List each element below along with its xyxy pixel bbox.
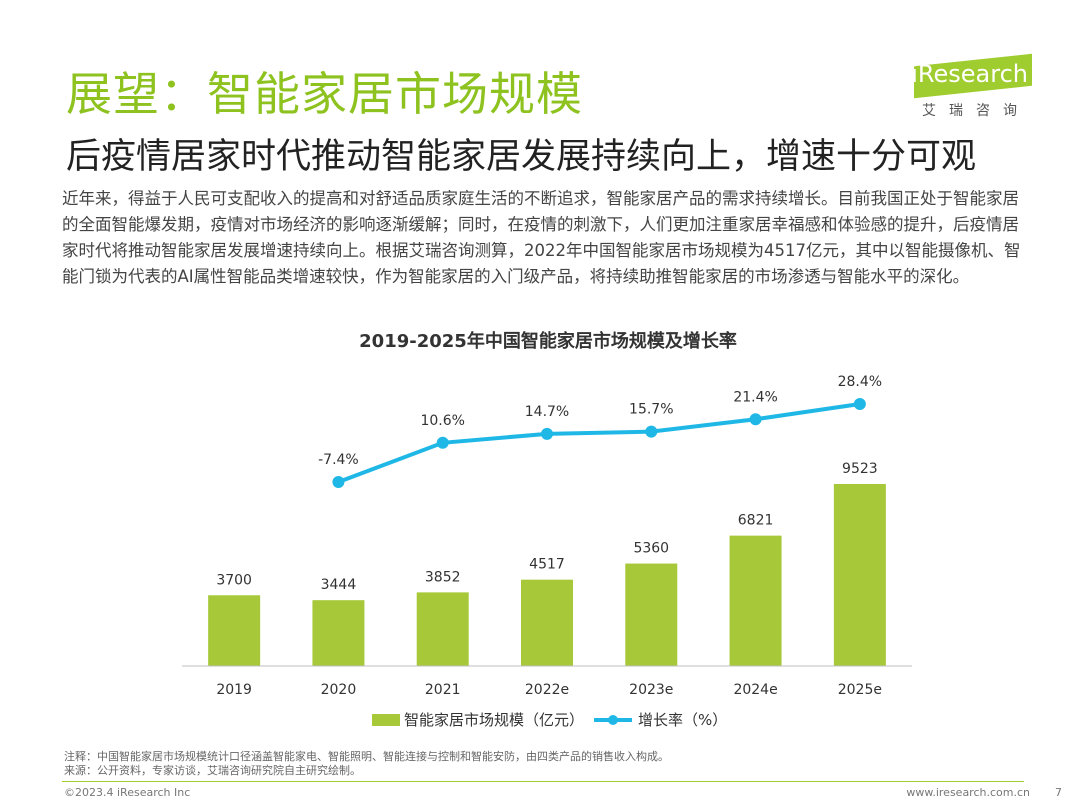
note-text: 注释：中国智能家居市场规模统计口径涵盖智能家电、智能照明、智能连接与控制和智能安… xyxy=(64,750,669,763)
x-tick-2020: 2020 xyxy=(321,682,357,698)
bar-label-2024e: 6821 xyxy=(738,513,774,529)
growth-label-2021: 10.6% xyxy=(420,413,464,429)
x-tick-2023e: 2023e xyxy=(629,682,673,698)
x-tick-2025e: 2025e xyxy=(838,682,882,698)
growth-point-2022e xyxy=(541,427,553,440)
growth-point-2021 xyxy=(436,436,449,449)
x-tick-2021: 2021 xyxy=(425,682,461,698)
source-text: 来源：公开资料，专家访谈，艾瑞咨询研究院自主研究绘制。 xyxy=(64,764,361,777)
footnote: 注释：中国智能家居市场规模统计口径涵盖智能家电、智能照明、智能连接与控制和智能安… xyxy=(64,750,669,778)
page-title: 展望：智能家居市场规模 xyxy=(66,67,583,121)
chart-legend: 智能家居市场规模（亿元） 增长率（%） xyxy=(372,711,727,729)
bar-2021 xyxy=(416,592,469,666)
legend-line-marker xyxy=(608,715,618,725)
legend-bar-label: 智能家居市场规模（亿元） xyxy=(404,711,584,729)
x-tick-2019: 2019 xyxy=(216,682,252,698)
bar-2019 xyxy=(208,595,261,666)
bar-label-2025e: 9523 xyxy=(842,461,878,477)
bar-2020 xyxy=(312,600,365,666)
bar-2025e xyxy=(833,484,886,666)
bar-label-2023e: 5360 xyxy=(633,541,669,557)
growth-label-2020: -7.4% xyxy=(318,452,359,468)
bar-2022e xyxy=(521,579,573,666)
bar-label-2020: 3444 xyxy=(321,577,357,593)
growth-label-2022e: 14.7% xyxy=(525,404,569,420)
legend-line-label: 增长率（%） xyxy=(638,711,727,729)
growth-point-2024e xyxy=(749,413,762,426)
copyright: ©2023.4 iResearch Inc xyxy=(64,786,191,799)
growth-point-2025e xyxy=(853,398,866,410)
bars-layer: 3700 3444 3852 4517 5360 6821 9523 xyxy=(208,461,886,666)
x-tick-labels: 2019 2020 2021 2022e 2023e 2024e 2025e xyxy=(216,682,882,698)
bar-2024e xyxy=(729,535,782,666)
intro-paragraph: 近年来，得益于人民可支配收入的提高和对舒适品质家庭生活的不断追求，智能家居产品的… xyxy=(62,189,1021,286)
chart-title: 2019-2025年中国智能家居市场规模及增长率 xyxy=(359,330,737,352)
growth-line xyxy=(337,402,861,484)
bar-label-2019: 3700 xyxy=(216,572,252,588)
growth-line-layer: -7.4% 10.6% 14.7% 15.7% 21.4% 28.4% xyxy=(318,374,882,488)
bar-2023e xyxy=(625,563,678,666)
page-number: 7 xyxy=(1055,786,1062,799)
growth-point-2023e xyxy=(645,425,658,438)
bar-label-2022e: 4517 xyxy=(529,557,565,573)
legend-bar-swatch xyxy=(372,714,400,726)
x-tick-2022e: 2022e xyxy=(525,682,569,698)
footer-divider xyxy=(62,781,1024,782)
growth-point-2020 xyxy=(332,476,345,488)
growth-label-2024e: 21.4% xyxy=(733,389,777,405)
website-link[interactable]: www.iresearch.com.cn xyxy=(906,786,1030,799)
logo-brand: iResearch xyxy=(911,60,1028,88)
iresearch-logo: iResearch 艾瑞咨询 xyxy=(892,53,1032,126)
logo-brand-cn: 艾瑞咨询 xyxy=(922,103,1030,119)
x-tick-2024e: 2024e xyxy=(733,682,777,698)
bar-label-2021: 3852 xyxy=(425,569,461,585)
growth-label-2025e: 28.4% xyxy=(838,374,882,390)
page-subtitle: 后疫情居家时代推动智能家居发展持续向上，增速十分可观 xyxy=(66,137,977,177)
growth-label-2023e: 15.7% xyxy=(629,402,673,418)
